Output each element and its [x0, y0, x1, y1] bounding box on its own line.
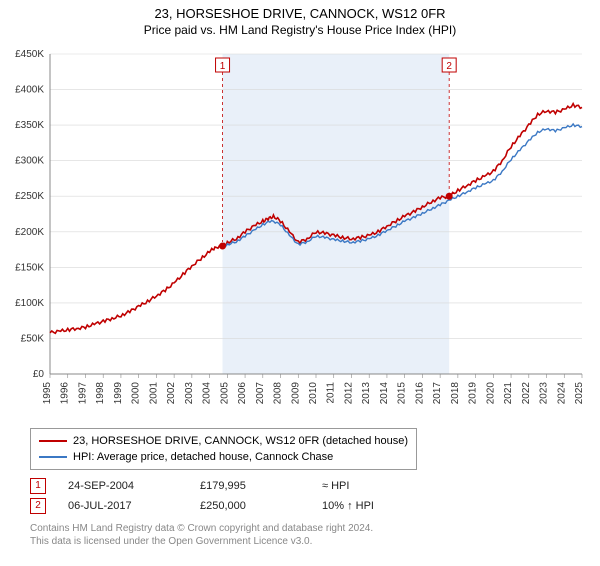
svg-text:2022: 2022: [521, 382, 532, 405]
svg-text:2023: 2023: [539, 382, 550, 405]
svg-text:2015: 2015: [397, 382, 408, 405]
sale-date: 24-SEP-2004: [68, 476, 178, 496]
legend-label: 23, HORSESHOE DRIVE, CANNOCK, WS12 0FR (…: [73, 433, 408, 449]
price-chart: £0 £50K £100K £150K £200K £250K £300K £350K £400…: [0, 46, 600, 426]
svg-text:£100K: £100K: [15, 298, 44, 309]
svg-text:2001: 2001: [148, 382, 159, 405]
svg-text:2024: 2024: [556, 382, 567, 405]
sale-relative: 10% ↑ HPI: [322, 496, 374, 516]
svg-text:1996: 1996: [60, 382, 71, 405]
svg-text:£450K: £450K: [15, 49, 44, 60]
svg-text:2003: 2003: [184, 382, 195, 405]
sale-marker-icon: 1: [30, 478, 46, 494]
svg-text:£400K: £400K: [15, 85, 44, 96]
svg-text:2005: 2005: [219, 382, 230, 405]
svg-text:2006: 2006: [237, 382, 248, 405]
svg-text:£250K: £250K: [15, 191, 44, 202]
sale-row: 2 06-JUL-2017 £250,000 10% ↑ HPI: [30, 496, 585, 516]
legend-swatch: [39, 456, 67, 458]
svg-text:2025: 2025: [574, 382, 585, 405]
svg-text:2008: 2008: [273, 382, 284, 405]
svg-text:£350K: £350K: [15, 120, 44, 131]
svg-text:2019: 2019: [468, 382, 479, 405]
sale-marker-icon: 2: [30, 498, 46, 514]
svg-text:1995: 1995: [42, 382, 53, 405]
svg-text:1999: 1999: [113, 382, 124, 405]
svg-text:2007: 2007: [255, 382, 266, 405]
sale-relative: ≈ HPI: [322, 476, 349, 496]
svg-text:1: 1: [220, 61, 226, 72]
svg-text:2018: 2018: [450, 382, 461, 405]
svg-text:2002: 2002: [166, 382, 177, 405]
sale-row: 1 24-SEP-2004 £179,995 ≈ HPI: [30, 476, 585, 496]
sales-table: 1 24-SEP-2004 £179,995 ≈ HPI 2 06-JUL-20…: [30, 476, 585, 516]
svg-text:2020: 2020: [485, 382, 496, 405]
legend-label: HPI: Average price, detached house, Cann…: [73, 449, 333, 465]
svg-text:2: 2: [446, 61, 452, 72]
chart-subtitle: Price paid vs. HM Land Registry's House …: [0, 23, 600, 37]
svg-text:£0: £0: [33, 369, 45, 380]
attribution-line: Contains HM Land Registry data © Crown c…: [30, 522, 585, 535]
svg-text:2021: 2021: [503, 382, 514, 405]
svg-text:2004: 2004: [202, 382, 213, 405]
legend-item-hpi: HPI: Average price, detached house, Cann…: [39, 449, 408, 465]
attribution-line: This data is licensed under the Open Gov…: [30, 535, 585, 548]
attribution: Contains HM Land Registry data © Crown c…: [30, 522, 585, 548]
legend: 23, HORSESHOE DRIVE, CANNOCK, WS12 0FR (…: [30, 428, 417, 470]
svg-text:2000: 2000: [131, 382, 142, 405]
legend-item-property: 23, HORSESHOE DRIVE, CANNOCK, WS12 0FR (…: [39, 433, 408, 449]
sale-price: £250,000: [200, 496, 300, 516]
svg-text:£200K: £200K: [15, 227, 44, 238]
svg-text:1998: 1998: [95, 382, 106, 405]
sale-date: 06-JUL-2017: [68, 496, 178, 516]
svg-text:£300K: £300K: [15, 156, 44, 167]
svg-text:2014: 2014: [379, 382, 390, 405]
svg-text:£50K: £50K: [21, 333, 45, 344]
sale-price: £179,995: [200, 476, 300, 496]
svg-text:2010: 2010: [308, 382, 319, 405]
legend-swatch: [39, 440, 67, 442]
svg-text:2012: 2012: [343, 382, 354, 405]
svg-text:1997: 1997: [77, 382, 88, 405]
svg-text:2011: 2011: [326, 382, 337, 404]
svg-text:£150K: £150K: [15, 262, 44, 273]
svg-text:2017: 2017: [432, 382, 443, 405]
svg-text:2013: 2013: [361, 382, 372, 405]
svg-text:2016: 2016: [414, 382, 425, 405]
chart-title: 23, HORSESHOE DRIVE, CANNOCK, WS12 0FR: [0, 6, 600, 21]
svg-text:2009: 2009: [290, 382, 301, 405]
